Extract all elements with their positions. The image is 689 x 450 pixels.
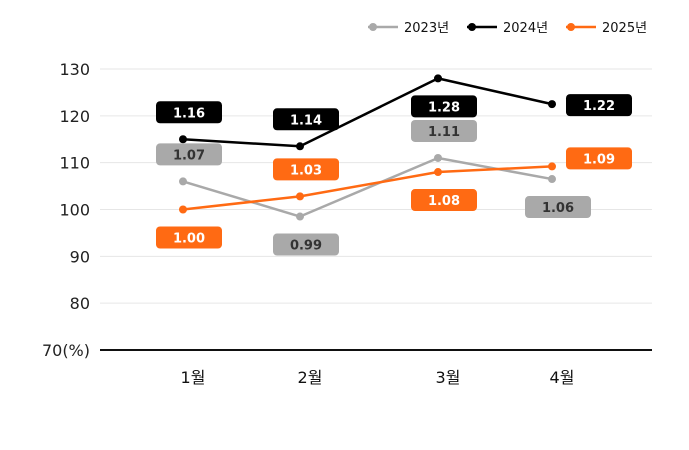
data-label-box — [156, 143, 222, 166]
data-label: 1.00 — [156, 226, 222, 249]
data-point — [548, 100, 556, 109]
data-label-box — [273, 233, 339, 256]
data-label-text: 1.14 — [290, 113, 322, 128]
legend-marker — [369, 23, 377, 31]
data-point — [179, 135, 187, 144]
data-label: 1.09 — [566, 147, 632, 170]
data-label-text: 0.99 — [290, 239, 322, 254]
data-label-box — [273, 108, 339, 131]
data-label-box — [411, 189, 477, 212]
series-line-2025년 — [182, 165, 553, 211]
data-point — [296, 212, 304, 221]
data-label-text: 1.06 — [542, 201, 574, 216]
data-label-text: 1.00 — [173, 232, 205, 247]
data-label-box — [156, 101, 222, 124]
data-point — [434, 74, 442, 83]
y-tick-label: 130 — [59, 60, 90, 79]
data-label-box — [156, 226, 222, 249]
x-tick-label: 1월 — [181, 368, 206, 387]
axes: 70(%) 80 90 100 110 120 130 1월 2월 3월 4월 — [42, 60, 652, 387]
data-point — [296, 192, 304, 201]
data-label-box — [411, 119, 477, 142]
data-labels: 1.07 0.99 1.11 1.06 1.16 1.14 1.28 1.22 1.00 1.03… — [156, 94, 632, 256]
data-label-text: 1.08 — [428, 194, 460, 209]
data-label: 1.28 — [411, 95, 477, 118]
legend-item: 2023년 — [368, 21, 449, 36]
y-tick-label: 70(%) — [42, 341, 90, 360]
legend-label: 2025년 — [602, 21, 647, 36]
data-label: 1.16 — [156, 101, 222, 124]
data-label-text: 1.11 — [428, 125, 460, 140]
y-tick-label: 100 — [59, 201, 90, 220]
data-label: 1.14 — [273, 108, 339, 131]
data-label: 0.99 — [273, 233, 339, 256]
data-label-text: 1.22 — [583, 99, 615, 114]
y-tick-label: 80 — [70, 294, 90, 313]
y-tick-label: 90 — [70, 247, 90, 266]
legend-item: 2025년 — [566, 21, 647, 36]
x-tick-label: 2월 — [298, 368, 323, 387]
x-tick-label: 3월 — [436, 368, 461, 387]
legend-label: 2024년 — [503, 21, 548, 36]
series-line-2023년 — [182, 156, 553, 218]
data-label: 1.08 — [411, 189, 477, 212]
data-point — [548, 162, 556, 171]
data-point — [548, 175, 556, 184]
data-point — [434, 168, 442, 177]
data-point — [296, 142, 304, 151]
y-tick-label: 120 — [59, 107, 90, 126]
data-label: 1.03 — [273, 158, 339, 181]
legend-item: 2024년 — [467, 21, 548, 36]
data-label-text: 1.03 — [290, 163, 322, 178]
data-label-box — [566, 147, 632, 170]
data-label: 1.06 — [525, 196, 591, 219]
data-point — [179, 177, 187, 186]
data-label-text: 1.16 — [173, 106, 205, 121]
legend-marker — [567, 23, 575, 31]
data-label: 1.22 — [566, 94, 632, 117]
data-label: 1.11 — [411, 119, 477, 142]
data-label-text: 1.28 — [428, 100, 460, 115]
data-point — [179, 205, 187, 214]
legend-marker — [468, 23, 476, 31]
data-label-box — [525, 196, 591, 219]
legend-label: 2023년 — [404, 21, 449, 36]
data-label-text: 1.07 — [173, 148, 205, 163]
legend: 2023년 2024년 2025년 — [368, 21, 647, 36]
data-label-box — [411, 95, 477, 118]
series-lines — [179, 74, 556, 221]
y-tick-label: 110 — [59, 154, 90, 173]
data-label: 1.07 — [156, 143, 222, 166]
x-tick-label: 4월 — [550, 368, 575, 387]
data-label-text: 1.09 — [583, 152, 615, 167]
data-label-box — [566, 94, 632, 117]
data-label-box — [273, 158, 339, 181]
data-point — [434, 153, 442, 162]
series-line-2024년 — [182, 77, 553, 148]
